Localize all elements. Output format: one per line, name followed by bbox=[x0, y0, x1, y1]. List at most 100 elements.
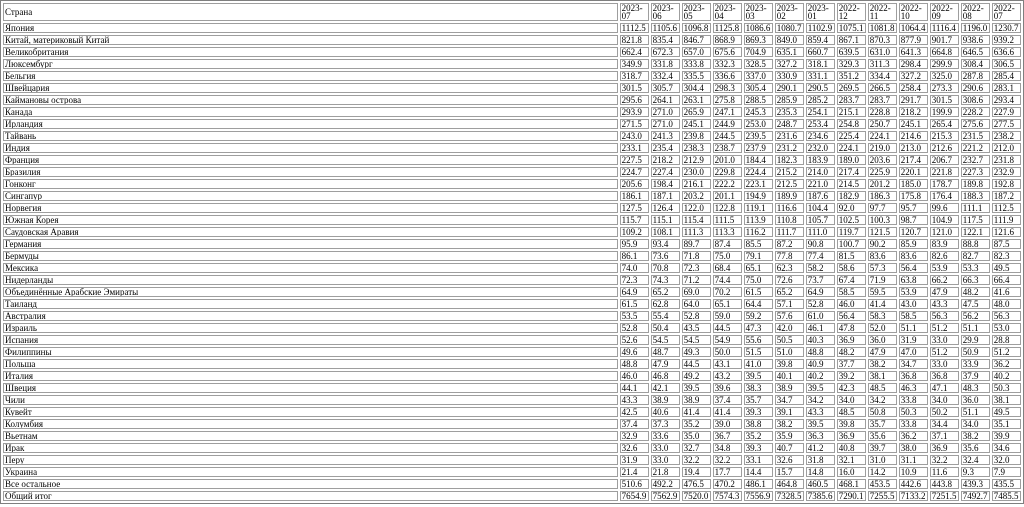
country-column-header: Страна bbox=[3, 3, 618, 21]
value-cell: 641.3 bbox=[898, 47, 928, 57]
value-cell: 215.1 bbox=[836, 107, 866, 117]
value-cell: 55.4 bbox=[650, 311, 680, 321]
value-cell: 1112.5 bbox=[619, 23, 649, 33]
value-cell: 38.1 bbox=[867, 371, 897, 381]
value-cell: 332.4 bbox=[650, 71, 680, 81]
value-cell: 57.6 bbox=[774, 311, 804, 321]
value-cell: 51.1 bbox=[960, 407, 990, 417]
country-cell: Бразилия bbox=[3, 167, 618, 177]
value-cell: 7520.0 bbox=[681, 491, 711, 501]
value-cell: 100.7 bbox=[836, 239, 866, 249]
value-cell: 221.2 bbox=[960, 143, 990, 153]
value-cell: 38.0 bbox=[898, 443, 928, 453]
value-cell: 40.1 bbox=[774, 371, 804, 381]
value-cell: 231.5 bbox=[960, 131, 990, 141]
value-cell: 39.5 bbox=[805, 383, 835, 393]
value-cell: 50.2 bbox=[929, 407, 959, 417]
value-cell: 301.5 bbox=[929, 95, 959, 105]
value-cell: 44.1 bbox=[619, 383, 649, 393]
value-cell: 218.2 bbox=[898, 107, 928, 117]
month-column-header: 2022-08 bbox=[960, 3, 990, 21]
value-cell: 849.0 bbox=[774, 35, 804, 45]
value-cell: 52.8 bbox=[619, 323, 649, 333]
value-cell: 675.6 bbox=[712, 47, 742, 57]
country-cell: Норвегия bbox=[3, 203, 618, 213]
value-cell: 221.8 bbox=[929, 167, 959, 177]
value-cell: 821.8 bbox=[619, 35, 649, 45]
table-row: Польша 48.8 47.9 44.5 43.1 41.0 39.8 40.9 37.7 38… bbox=[3, 359, 1021, 369]
value-cell: 182.9 bbox=[836, 191, 866, 201]
value-cell: 336.6 bbox=[712, 71, 742, 81]
value-cell: 66.2 bbox=[929, 275, 959, 285]
value-cell: 275.6 bbox=[960, 119, 990, 129]
value-cell: 224.7 bbox=[619, 167, 649, 177]
value-cell: 231.8 bbox=[991, 155, 1021, 165]
value-cell: 224.1 bbox=[836, 143, 866, 153]
value-cell: 869.3 bbox=[743, 35, 773, 45]
value-cell: 254.8 bbox=[836, 119, 866, 129]
value-cell: 37.4 bbox=[712, 395, 742, 405]
value-cell: 73.6 bbox=[650, 251, 680, 261]
value-cell: 184.4 bbox=[743, 155, 773, 165]
value-cell: 492.2 bbox=[650, 479, 680, 489]
value-cell: 39.9 bbox=[991, 431, 1021, 441]
value-cell: 85.9 bbox=[898, 239, 928, 249]
table-row: Швейцария 301.5 305.7 304.4 298.3 305.4 290.1 2… bbox=[3, 83, 1021, 93]
value-cell: 111.9 bbox=[991, 215, 1021, 225]
value-cell: 74.3 bbox=[650, 275, 680, 285]
value-cell: 186.1 bbox=[619, 191, 649, 201]
country-cell: Индия bbox=[3, 143, 618, 153]
value-cell: 266.5 bbox=[867, 83, 897, 93]
value-cell: 47.9 bbox=[650, 359, 680, 369]
value-cell: 198.4 bbox=[650, 179, 680, 189]
value-cell: 225.9 bbox=[867, 167, 897, 177]
value-cell: 48.3 bbox=[960, 383, 990, 393]
value-cell: 47.9 bbox=[867, 347, 897, 357]
value-cell: 7.9 bbox=[991, 467, 1021, 477]
value-cell: 77.8 bbox=[774, 251, 804, 261]
value-cell: 250.7 bbox=[867, 119, 897, 129]
value-cell: 239.5 bbox=[743, 131, 773, 141]
value-cell: 295.6 bbox=[619, 95, 649, 105]
value-cell: 239.8 bbox=[681, 131, 711, 141]
value-cell: 87.5 bbox=[991, 239, 1021, 249]
value-cell: 877.9 bbox=[898, 35, 928, 45]
table-row: Италия 46.0 46.8 49.2 43.2 39.5 40.1 40.2 39.2 38… bbox=[3, 371, 1021, 381]
value-cell: 67.4 bbox=[836, 275, 866, 285]
value-cell: 38.9 bbox=[681, 395, 711, 405]
table-row: Ирландия 271.5 271.0 245.1 244.9 253.0 248.7 25… bbox=[3, 119, 1021, 129]
value-cell: 50.5 bbox=[774, 335, 804, 345]
value-cell: 87.2 bbox=[774, 239, 804, 249]
value-cell: 11.6 bbox=[929, 467, 959, 477]
value-cell: 109.2 bbox=[619, 227, 649, 237]
value-cell: 32.0 bbox=[991, 455, 1021, 465]
value-cell: 14.2 bbox=[867, 467, 897, 477]
value-cell: 68.4 bbox=[712, 263, 742, 273]
value-cell: 221.0 bbox=[805, 179, 835, 189]
value-cell: 318.7 bbox=[619, 71, 649, 81]
value-cell: 62.8 bbox=[650, 299, 680, 309]
value-cell: 56.3 bbox=[991, 311, 1021, 321]
value-cell: 46.0 bbox=[619, 371, 649, 381]
value-cell: 464.8 bbox=[774, 479, 804, 489]
country-cell: Ирландия bbox=[3, 119, 618, 129]
value-cell: 189.9 bbox=[774, 191, 804, 201]
country-cell: Япония bbox=[3, 23, 618, 33]
value-cell: 7133.2 bbox=[898, 491, 928, 501]
value-cell: 38.2 bbox=[960, 431, 990, 441]
value-cell: 43.0 bbox=[898, 299, 928, 309]
value-cell: 95.9 bbox=[619, 239, 649, 249]
value-cell: 39.5 bbox=[805, 419, 835, 429]
value-cell: 7654.9 bbox=[619, 491, 649, 501]
value-cell: 206.7 bbox=[929, 155, 959, 165]
value-cell: 470.2 bbox=[712, 479, 742, 489]
value-cell: 53.9 bbox=[898, 287, 928, 297]
month-column-header: 2022-07 bbox=[991, 3, 1021, 21]
country-cell: Перу bbox=[3, 455, 618, 465]
month-column-header: 2022-10 bbox=[898, 3, 928, 21]
value-cell: 58.6 bbox=[836, 263, 866, 273]
table-row: Швеция 44.1 42.1 39.5 39.6 38.3 38.9 39.5 42.3 48… bbox=[3, 383, 1021, 393]
value-cell: 327.2 bbox=[774, 59, 804, 69]
value-cell: 48.0 bbox=[991, 299, 1021, 309]
value-cell: 43.5 bbox=[681, 323, 711, 333]
